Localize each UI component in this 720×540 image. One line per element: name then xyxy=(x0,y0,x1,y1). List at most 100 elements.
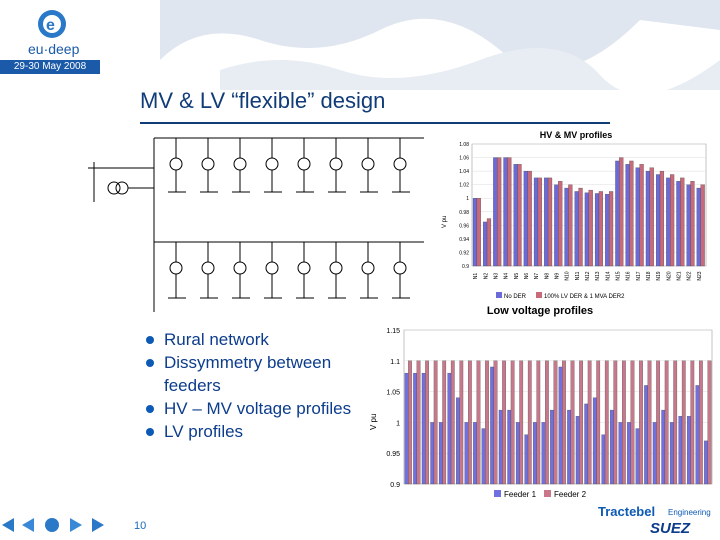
bar xyxy=(666,177,671,267)
next-slide-icon[interactable] xyxy=(70,518,82,532)
y-tick-label: 1.15 xyxy=(386,328,400,335)
bar xyxy=(544,177,549,267)
europe-map-background xyxy=(160,0,720,90)
x-tick-label: N9 xyxy=(554,273,560,280)
bar xyxy=(476,198,481,267)
transformer-icon xyxy=(329,261,343,275)
bar xyxy=(659,170,665,267)
bar xyxy=(513,164,518,267)
x-tick-label: N18 xyxy=(646,271,652,280)
x-tick-label: N11 xyxy=(575,271,581,280)
bar xyxy=(483,221,488,267)
bar xyxy=(690,360,695,485)
bar xyxy=(601,434,606,485)
bar xyxy=(421,372,426,485)
bar xyxy=(656,360,660,485)
x-tick-label: N14 xyxy=(605,271,611,280)
transformer-icon xyxy=(265,157,279,171)
bar xyxy=(562,360,566,485)
bar xyxy=(687,416,691,485)
transformer-icon xyxy=(169,157,183,171)
bar xyxy=(681,360,686,485)
last-slide-icon[interactable] xyxy=(92,518,104,532)
bar xyxy=(524,434,529,485)
y-tick-label: 0.96 xyxy=(459,223,469,229)
y-axis-label: V pu xyxy=(369,414,378,430)
legend-swatch xyxy=(496,292,502,298)
bar xyxy=(664,360,669,485)
x-tick-label: N13 xyxy=(595,271,601,280)
x-tick-label: N1 xyxy=(473,273,479,280)
bar xyxy=(425,360,429,485)
x-tick-label: N8 xyxy=(544,273,550,280)
bar xyxy=(476,360,481,485)
bar xyxy=(676,181,681,267)
bar xyxy=(486,218,492,267)
svg-text:e: e xyxy=(46,17,55,34)
bar xyxy=(680,177,685,267)
legend-label: 100% LV DER & 1 MVA DER2 xyxy=(544,294,625,300)
bar xyxy=(690,181,695,267)
bar xyxy=(416,360,421,485)
slide-number: 10 xyxy=(134,520,147,532)
first-slide-icon[interactable] xyxy=(2,518,14,532)
legend-label: Feeder 1 xyxy=(504,490,537,499)
eu-deep-logo: e eu·deep xyxy=(28,10,80,57)
bar xyxy=(510,360,515,485)
bar xyxy=(547,177,553,267)
y-tick-label: 0.94 xyxy=(459,237,469,243)
bar xyxy=(627,422,631,485)
transformer-icon xyxy=(233,261,247,275)
brand-name: Tractebel xyxy=(598,504,656,519)
x-tick-label: N15 xyxy=(616,271,622,280)
network-diagram xyxy=(88,137,424,312)
bar xyxy=(578,187,583,267)
transformer-icon xyxy=(393,261,407,275)
bar xyxy=(438,422,443,485)
bar xyxy=(604,360,609,485)
y-tick-label: 1.04 xyxy=(459,169,469,175)
bar xyxy=(430,422,435,485)
y-tick-label: 1.02 xyxy=(459,183,469,189)
x-tick-label: N10 xyxy=(565,271,571,280)
bar xyxy=(655,174,661,267)
bar xyxy=(554,184,559,267)
bar xyxy=(696,187,701,267)
bar xyxy=(545,360,549,485)
y-axis-label: V pu xyxy=(442,216,448,228)
brand-subtitle: Engineering xyxy=(668,508,711,517)
bar xyxy=(564,187,569,267)
bar xyxy=(507,409,512,485)
legend-label: No DER xyxy=(504,294,527,300)
y-tick-label: 1 xyxy=(466,196,469,202)
bar xyxy=(707,360,712,485)
bar xyxy=(584,403,589,485)
y-tick-label: 0.92 xyxy=(459,250,469,256)
bar xyxy=(536,360,541,485)
slide-navigation[interactable] xyxy=(0,514,110,536)
bar xyxy=(669,422,674,485)
chart-title: Low voltage profiles xyxy=(487,305,593,317)
x-tick-label: N16 xyxy=(626,271,632,280)
previous-slide-icon[interactable] xyxy=(22,518,34,532)
bar xyxy=(503,157,508,267)
bar xyxy=(575,416,580,485)
y-tick-label: 1.06 xyxy=(459,156,469,162)
bar xyxy=(630,360,635,485)
bar xyxy=(670,174,675,267)
y-tick-label: 0.95 xyxy=(386,451,400,458)
x-tick-label: N4 xyxy=(504,273,510,280)
bar xyxy=(473,422,477,485)
bar xyxy=(519,360,524,485)
bar xyxy=(456,397,460,485)
transformer-icon xyxy=(169,261,183,275)
transformer-icon xyxy=(233,157,247,171)
bar xyxy=(568,184,573,267)
bar xyxy=(686,184,691,267)
bar xyxy=(622,360,626,485)
bar xyxy=(649,167,654,267)
x-tick-label: N6 xyxy=(524,273,530,280)
home-icon[interactable] xyxy=(45,518,59,532)
y-tick-label: 0.98 xyxy=(459,210,469,216)
transformer-icon xyxy=(201,261,215,275)
